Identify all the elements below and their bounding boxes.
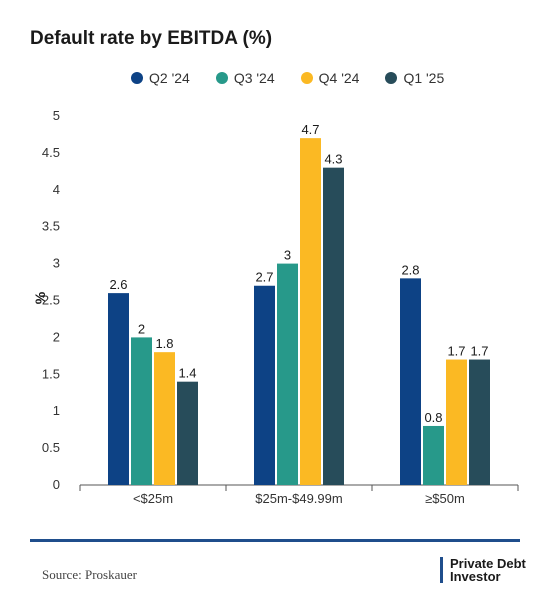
y-tick-label-4-5: 4.5 bbox=[42, 145, 60, 160]
y-tick-label-1-5: 1.5 bbox=[42, 366, 60, 381]
y-tick-label-0: 0 bbox=[53, 477, 60, 492]
data-label-25m-q1-25: 1.4 bbox=[178, 366, 196, 381]
legend-swatch-q3-24 bbox=[215, 72, 228, 84]
y-tick-label-1: 1 bbox=[53, 403, 60, 418]
data-label-50m-q3-24: 0.8 bbox=[424, 410, 442, 425]
data-label-25m-q4-24: 1.8 bbox=[155, 336, 173, 351]
logo-line-1: Private Debt bbox=[450, 556, 526, 571]
logo-line-2: Investor bbox=[450, 569, 501, 584]
data-label-50m-q4-24: 1.7 bbox=[447, 344, 465, 359]
y-tick-label-5: 5 bbox=[53, 108, 60, 123]
y-axis-label: % bbox=[32, 291, 48, 304]
chart-legend: Q2 '24 Q3 '24 Q4 '24 Q1 '25 bbox=[131, 70, 444, 86]
y-tick-label-3: 3 bbox=[53, 256, 60, 271]
source-note: Source: Proskauer bbox=[42, 567, 137, 582]
x-tick-label-25m-49-99m: $25m-$49.99m bbox=[255, 491, 342, 506]
legend-item-q1-25: Q1 '25 bbox=[385, 70, 444, 86]
chart-title: Default rate by EBITDA (%) bbox=[30, 28, 273, 49]
legend-label-q4-24: Q4 '24 bbox=[318, 70, 360, 86]
legend-item-q4-24: Q4 '24 bbox=[300, 70, 360, 86]
legend-swatch-q4-24 bbox=[300, 72, 313, 84]
y-tick-label-3-5: 3.5 bbox=[42, 219, 60, 234]
x-tick-label-50m: ≥$50m bbox=[425, 491, 465, 506]
legend-swatch-q2-24 bbox=[131, 72, 143, 84]
data-label-50m-q2-24: 2.8 bbox=[401, 262, 419, 277]
bar-25m-q4-24 bbox=[154, 352, 175, 485]
legend-item-q2-24: Q2 '24 bbox=[131, 70, 190, 86]
bar-25m-q1-25 bbox=[177, 381, 198, 485]
bar-25m-49-99m-q4-24 bbox=[300, 138, 321, 485]
x-tick-label-25m: <$25m bbox=[133, 491, 173, 506]
legend-label-q2-24: Q2 '24 bbox=[149, 70, 190, 86]
data-label-25m-q2-24: 2.6 bbox=[109, 277, 127, 292]
bar-50m-q2-24 bbox=[400, 278, 421, 485]
bar-25m-q3-24 bbox=[131, 337, 152, 485]
data-label-25m-q3-24: 2 bbox=[138, 321, 145, 336]
data-label-25m-49-99m-q4-24: 4.7 bbox=[301, 122, 319, 137]
y-tick-label-2-5: 2.5 bbox=[42, 293, 60, 308]
footer-rule bbox=[30, 539, 520, 542]
y-tick-label-4: 4 bbox=[53, 182, 60, 197]
y-tick-label-2: 2 bbox=[53, 329, 60, 344]
bar-50m-q3-24 bbox=[423, 425, 444, 485]
bar-chart: 0 0.5 1 1.5 2 2.5 3 3.5 4 4.5 5% 2.6 2 1.8 1.4 <$25m 2.7… bbox=[32, 108, 519, 506]
y-tick-label-0-5: 0.5 bbox=[42, 440, 60, 455]
legend-label-q1-25: Q1 '25 bbox=[403, 70, 445, 86]
legend-swatch-q1-25 bbox=[385, 72, 398, 84]
legend-label-q3-24: Q3 '24 bbox=[233, 70, 275, 86]
bar-25m-49-99m-q1-25 bbox=[323, 167, 344, 485]
data-label-25m-49-99m-q1-25: 4.3 bbox=[324, 152, 342, 167]
data-label-25m-49-99m-q3-24: 3 bbox=[284, 248, 291, 263]
bar-25m-49-99m-q3-24 bbox=[277, 263, 298, 485]
bar-50m-q1-25 bbox=[469, 359, 490, 485]
bar-25m-49-99m-q2-24 bbox=[254, 285, 275, 485]
bar-25m-q2-24 bbox=[108, 293, 129, 485]
legend-item-q3-24: Q3 '24 bbox=[215, 70, 275, 86]
publisher-logo: Private Debt Investor bbox=[440, 557, 526, 583]
data-label-50m-q1-25: 1.7 bbox=[470, 344, 488, 359]
data-label-25m-49-99m-q2-24: 2.7 bbox=[255, 270, 273, 285]
bar-50m-q4-24 bbox=[446, 359, 467, 485]
